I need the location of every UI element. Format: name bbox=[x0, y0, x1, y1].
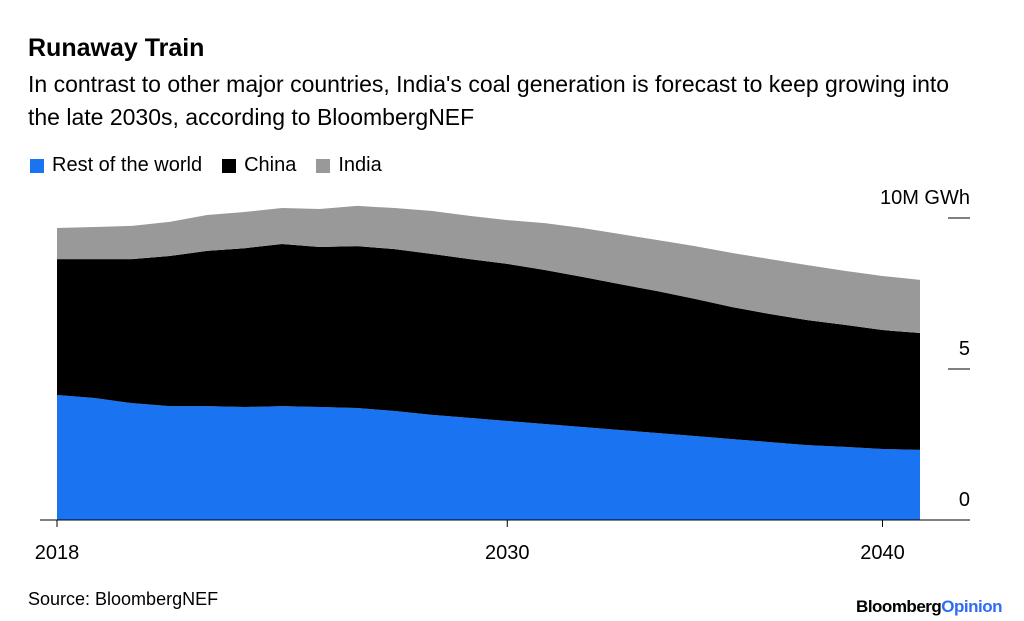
chart-title: Runaway Train bbox=[28, 34, 205, 62]
x-tick-label: 2040 bbox=[860, 542, 905, 564]
legend-swatch bbox=[316, 158, 331, 173]
x-tick-label: 2030 bbox=[485, 542, 530, 564]
legend-swatch bbox=[222, 158, 237, 173]
brand-logo: BloombergOpinion bbox=[856, 597, 1002, 617]
legend-label: India bbox=[338, 154, 382, 176]
legend: Rest of the world China India bbox=[30, 154, 382, 177]
brand-suffix: Opinion bbox=[941, 597, 1002, 616]
area bbox=[57, 394, 920, 520]
brand-name: Bloomberg bbox=[856, 597, 942, 616]
legend-item: Rest of the world bbox=[30, 154, 202, 177]
legend-item: China bbox=[222, 154, 296, 177]
legend-swatch bbox=[30, 158, 44, 173]
source-note: Source: BloombergNEF bbox=[28, 589, 219, 609]
y-tick-label: 10M GWh bbox=[880, 187, 970, 209]
area bbox=[57, 243, 920, 450]
area bbox=[57, 205, 920, 334]
y-tick-label: 5 bbox=[959, 338, 970, 360]
legend-label: Rest of the world bbox=[52, 154, 203, 176]
chart-subtitle: In contrast to other major countries, In… bbox=[28, 71, 950, 130]
x-tick-label: 2018 bbox=[35, 542, 80, 564]
legend-item: India bbox=[316, 154, 382, 177]
legend-label: China bbox=[244, 154, 297, 176]
y-tick-label: 0 bbox=[959, 489, 970, 511]
